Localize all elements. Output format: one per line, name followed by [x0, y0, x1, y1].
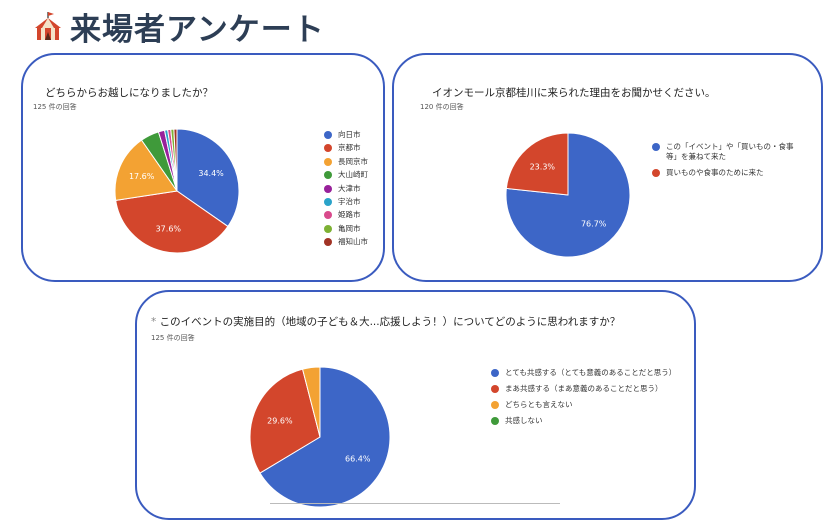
legend-item: 宇治市: [324, 196, 383, 207]
legend-item: 姫路市: [324, 210, 383, 220]
legend-label: 大山崎町: [338, 170, 368, 180]
legend-swatch: [324, 144, 332, 153]
legend-swatch: [652, 169, 660, 177]
legend-item: 買いものや食事のために来た: [652, 168, 802, 178]
pie-chart-purpose: 66.4% 29.6%: [250, 367, 390, 507]
legend-item: とても共感する（とても意義のあることだと思う）: [491, 368, 676, 378]
slice-value-label: 17.6%: [129, 172, 155, 181]
question-title: どちらからお越しになりましたか？: [45, 87, 213, 99]
pie-chart-origin: 34.4% 37.6% 17.6%: [115, 129, 239, 253]
legend-swatch: [324, 224, 332, 233]
legend-swatch: [491, 385, 499, 393]
legend-item: まあ共感する（まあ意義のあることだと思う）: [491, 384, 676, 394]
slice-value-label: 29.6%: [267, 417, 293, 426]
legend-purpose: とても共感する（とても意義のあることだと思う） まあ共感する（まあ意義のあることだ…: [491, 368, 676, 432]
pie-slice: [176, 129, 239, 228]
slice-value-label: 34.4%: [198, 169, 224, 178]
legend-item: この「イベント」や「買いもの・食事等」を兼ねて来た: [652, 142, 802, 162]
legend-label: 宇治市: [338, 196, 361, 206]
slice-value-label: 37.6%: [156, 224, 182, 233]
legend-swatch: [324, 211, 332, 220]
legend-item: 亀岡市: [324, 223, 383, 234]
page-title-text: 来場者アンケート: [70, 11, 325, 48]
legend-swatch: [324, 238, 332, 247]
legend-item: どちらとも言えない: [491, 400, 676, 410]
survey-card-reason: イオンモール京都桂川に来られた理由をお聞かせください。 120 件の回答 76.…: [392, 53, 823, 282]
pie-slice: [506, 133, 569, 196]
legend-item: 京都市: [324, 143, 383, 153]
legend-label: この「イベント」や「買いもの・食事等」を兼ねて来た: [666, 142, 794, 161]
slice-value-label: 23.3%: [530, 162, 556, 171]
legend-item: 福知山市: [324, 237, 383, 247]
pie-chart-reason: 76.7% 23.3%: [506, 133, 630, 257]
pie-slice: [173, 129, 178, 192]
legend-label: どちらとも言えない: [505, 400, 573, 409]
legend-label: 向日市: [338, 130, 361, 139]
survey-card-purpose: * このイベントの実施目的（地域の子ども＆大...応援しよう！）についてどのよう…: [135, 290, 696, 520]
question-title: * このイベントの実施目的（地域の子ども＆大...応援しよう！）についてどのよう…: [151, 316, 621, 328]
response-count: 120 件の回答: [420, 103, 464, 111]
circus-tent-icon: [35, 12, 61, 40]
legend-swatch: [324, 184, 332, 193]
survey-card-origin: どちらからお越しになりましたか？ 125 件の回答 34.4% 37.6% 17.6…: [21, 53, 385, 282]
legend-label: 共感しない: [505, 416, 543, 425]
response-count: 125 件の回答: [33, 103, 77, 111]
legend-reason: この「イベント」や「買いもの・食事等」を兼ねて来た買いものや食事のために来た: [652, 142, 802, 184]
legend-swatch: [324, 171, 332, 180]
question-title: イオンモール京都桂川に来られた理由をお聞かせください。: [432, 87, 716, 99]
legend-origin: 向日市京都市長岡京市大山崎町大津市宇治市姫路市亀岡市福知山市: [324, 130, 383, 251]
legend-label: 亀岡市: [338, 223, 361, 233]
legend-swatch: [324, 131, 332, 139]
legend-swatch: [324, 157, 332, 166]
legend-item: 大山崎町: [324, 170, 383, 180]
legend-swatch: [491, 417, 499, 425]
pie-slice: [115, 139, 178, 201]
divider: [270, 503, 560, 504]
legend-label: とても共感する（とても意義のあることだと思う）: [505, 368, 677, 377]
legend-label: 大津市: [338, 183, 361, 193]
slice-value-label: 76.7%: [581, 220, 607, 229]
pie-slice: [259, 367, 390, 507]
legend-swatch: [491, 401, 499, 409]
legend-label: 京都市: [338, 143, 361, 153]
pie-slice: [115, 190, 229, 253]
legend-label: 姫路市: [338, 210, 361, 220]
pie-slice: [250, 368, 321, 474]
slice-value-label: 66.4%: [345, 454, 371, 463]
legend-swatch: [324, 197, 332, 206]
legend-item: 長岡京市: [324, 156, 383, 167]
legend-item: 大津市: [324, 183, 383, 194]
legend-swatch: [491, 369, 499, 377]
legend-label: まあ共感する（まあ意義のあることだと思う）: [505, 384, 663, 393]
pie-slice: [301, 367, 321, 438]
legend-label: 長岡京市: [338, 156, 368, 166]
legend-label: 福知山市: [338, 237, 368, 247]
legend-label: 買いものや食事のために来た: [666, 168, 764, 177]
legend-item: 共感しない: [491, 416, 676, 426]
page-title: 来場者アンケート: [32, 6, 325, 48]
legend-swatch: [652, 143, 660, 151]
response-count: 125 件の回答: [151, 334, 195, 342]
legend-item: 向日市: [324, 130, 383, 140]
